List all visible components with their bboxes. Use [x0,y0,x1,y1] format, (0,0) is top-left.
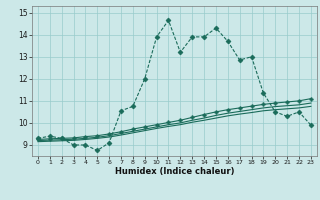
X-axis label: Humidex (Indice chaleur): Humidex (Indice chaleur) [115,167,234,176]
